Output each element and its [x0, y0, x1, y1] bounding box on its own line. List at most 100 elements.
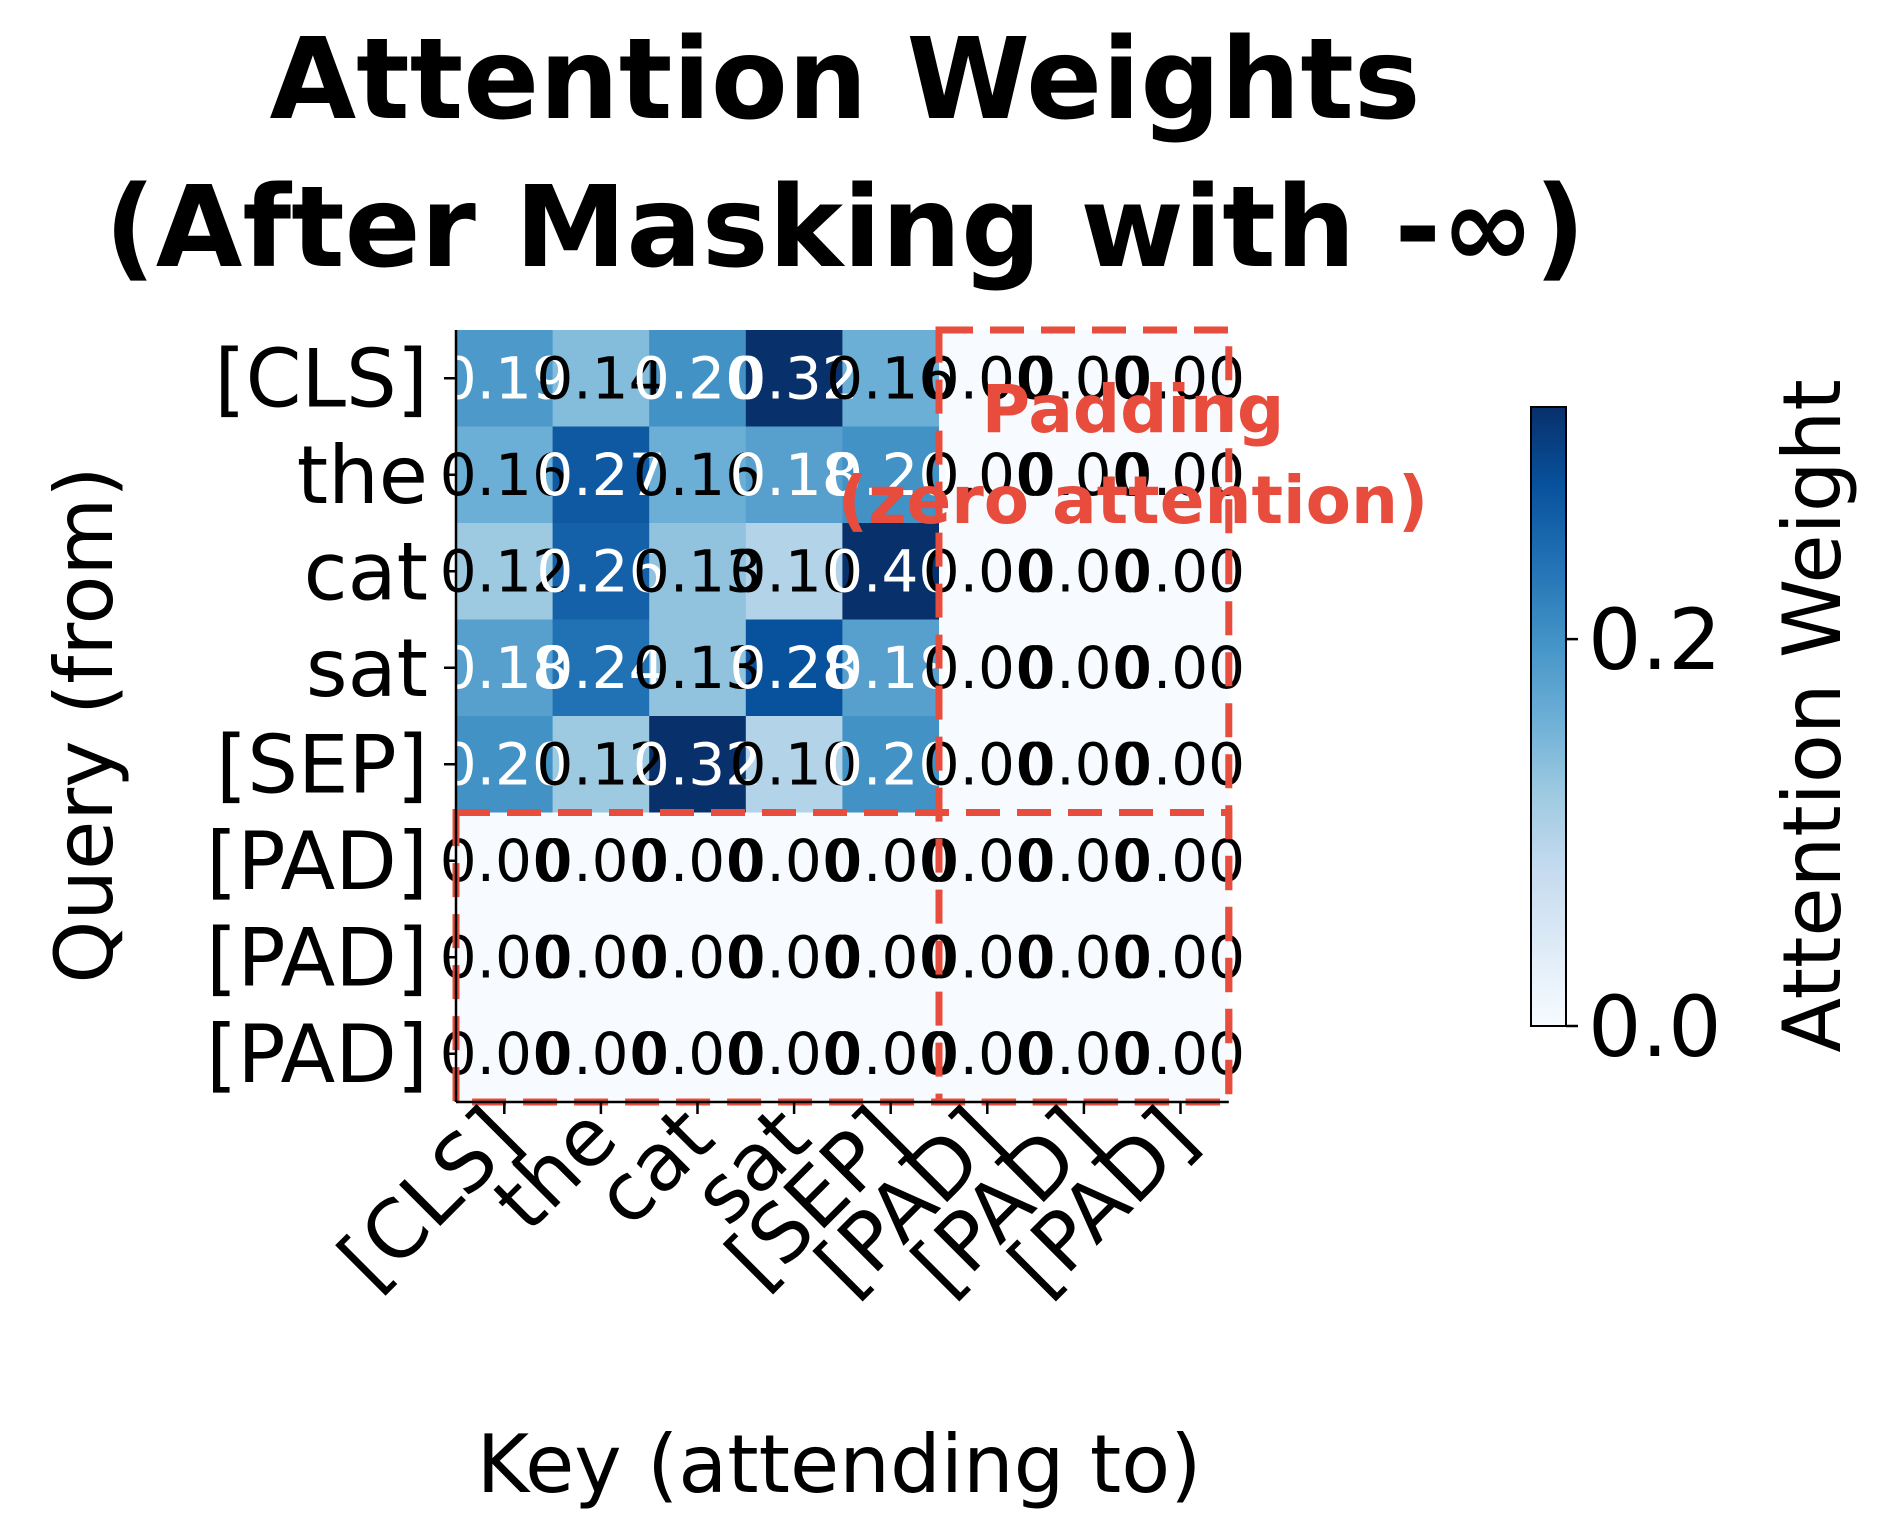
colorbar-tick-label: 0.0 — [1588, 978, 1722, 1076]
heatmap-cell — [745, 330, 843, 428]
y-tick-label: [CLS] — [214, 332, 428, 425]
cell-value-label: 0.00 — [730, 923, 859, 991]
cell-value-label: 0.12 — [536, 730, 665, 798]
heatmap-cell — [745, 523, 843, 621]
cell-value-label: 0.00 — [536, 923, 665, 991]
heatmap-cell — [842, 812, 940, 910]
heatmap-cell — [649, 812, 747, 910]
padding-annotation: Padding (zero attention) — [838, 371, 1428, 539]
heatmap-cell — [842, 426, 940, 524]
chart-title: Attention Weights (After Masking with -∞… — [105, 15, 1586, 293]
heatmap-cell — [1132, 909, 1230, 1007]
heatmap-cell — [1035, 330, 1133, 428]
heatmap-cell — [552, 426, 650, 524]
cell-value-label: 0.24 — [536, 634, 665, 702]
heatmap-cell — [939, 1005, 1037, 1103]
cell-value-label: 0.00 — [923, 441, 1052, 509]
cell-value-label: 0.32 — [730, 344, 859, 412]
heatmap-cell — [649, 909, 747, 1007]
heatmap-cell — [1035, 812, 1133, 910]
y-tick-label: [SEP] — [216, 718, 428, 811]
colorbar-tick-label: 0.2 — [1588, 591, 1722, 689]
cell-value-label: 0.00 — [826, 923, 955, 991]
cell-value-label: 0.18 — [730, 441, 859, 509]
y-tick-label: the — [297, 429, 428, 522]
cell-value-label: 0.20 — [826, 441, 955, 509]
heatmap-cell — [745, 812, 843, 910]
heatmap-cell — [1035, 909, 1133, 1007]
heatmap-cell — [649, 426, 747, 524]
heatmap-cell — [649, 1005, 747, 1103]
heatmap-cell — [842, 716, 940, 814]
heatmap-cell-labels: 0.190.140.200.320.160.000.000.000.160.27… — [440, 344, 1245, 1088]
cell-value-label: 0.00 — [923, 923, 1052, 991]
heatmap-cell — [745, 716, 843, 814]
heatmap-cell — [456, 619, 554, 717]
chart-title-line-2: (After Masking with -∞) — [105, 163, 1586, 293]
heatmap-cell — [939, 812, 1037, 910]
cell-value-label: 0.00 — [1019, 827, 1148, 895]
cell-value-label: 0.00 — [1019, 923, 1148, 991]
cell-value-label: 0.00 — [440, 1020, 569, 1088]
heatmap-cell — [552, 909, 650, 1007]
cell-value-label: 0.18 — [440, 634, 569, 702]
cell-value-label: 0.00 — [633, 923, 762, 991]
heatmap-cell — [939, 523, 1037, 621]
cell-value-label: 0.00 — [826, 827, 955, 895]
heatmap-cell — [1132, 716, 1230, 814]
heatmap-cell — [842, 619, 940, 717]
heatmap-cell — [552, 812, 650, 910]
heatmap-cell — [842, 1005, 940, 1103]
cell-value-label: 0.27 — [536, 441, 665, 509]
y-tick-label: [PAD] — [206, 911, 428, 1004]
heatmap-cell — [1035, 619, 1133, 717]
colorbar-ticks: 0.0 0.2 — [1566, 591, 1722, 1076]
heatmap-cell — [552, 716, 650, 814]
cell-value-label: 0.40 — [826, 537, 955, 605]
cell-value-label: 0.14 — [536, 344, 665, 412]
heatmap-cell — [939, 619, 1037, 717]
chart-title-line-1: Attention Weights — [269, 15, 1420, 145]
x-axis-label: Key (attending to) — [477, 1418, 1202, 1511]
cell-value-label: 0.00 — [923, 634, 1052, 702]
cell-value-label: 0.26 — [536, 537, 665, 605]
cell-value-label: 0.00 — [1019, 537, 1148, 605]
heatmap-cell — [456, 330, 554, 428]
heatmap-cell — [552, 619, 650, 717]
cell-value-label: 0.00 — [1019, 441, 1148, 509]
cell-value-label: 0.00 — [923, 537, 1052, 605]
heatmap-cell — [842, 330, 940, 428]
heatmap-cell — [456, 909, 554, 1007]
cell-value-label: 0.00 — [1116, 730, 1245, 798]
heatmap-axes — [444, 330, 1229, 1114]
cell-value-label: 0.16 — [440, 441, 569, 509]
heatmap-cell — [939, 426, 1037, 524]
cell-value-label: 0.20 — [440, 730, 569, 798]
y-tick-label: [PAD] — [206, 815, 428, 908]
heatmap-cell — [649, 619, 747, 717]
cell-value-label: 0.00 — [633, 827, 762, 895]
heatmap-cell — [939, 716, 1037, 814]
cell-value-label: 0.00 — [923, 730, 1052, 798]
cell-value-label: 0.00 — [1116, 634, 1245, 702]
cell-value-label: 0.00 — [1116, 1020, 1245, 1088]
heatmap-cell — [745, 909, 843, 1007]
heatmap-cell — [649, 716, 747, 814]
heatmap-cell — [456, 1005, 554, 1103]
heatmap-cell — [842, 523, 940, 621]
colorbar: 0.0 0.2 Attention Weight — [1530, 379, 1859, 1076]
colorbar-gradient — [1530, 406, 1567, 1027]
padding-annotation-line-1: Padding — [982, 371, 1284, 448]
cell-value-label: 0.20 — [633, 344, 762, 412]
heatmap-cell — [552, 330, 650, 428]
cell-value-label: 0.00 — [1019, 730, 1148, 798]
heatmap-cell — [939, 330, 1037, 428]
heatmap-cell — [649, 330, 747, 428]
cell-value-label: 0.00 — [1019, 634, 1148, 702]
cell-value-label: 0.00 — [1116, 537, 1245, 605]
heatmap-cell — [1035, 716, 1133, 814]
heatmap-cell — [1132, 619, 1230, 717]
heatmap-cell — [1132, 1005, 1230, 1103]
